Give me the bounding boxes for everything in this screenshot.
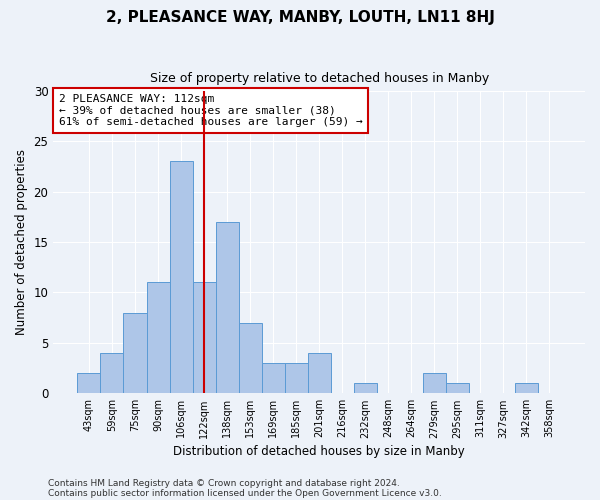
Y-axis label: Number of detached properties: Number of detached properties xyxy=(15,149,28,335)
Bar xyxy=(515,383,538,394)
Title: Size of property relative to detached houses in Manby: Size of property relative to detached ho… xyxy=(149,72,489,86)
Bar xyxy=(146,282,170,394)
Bar xyxy=(308,353,331,394)
Bar xyxy=(284,363,308,394)
Bar xyxy=(262,363,284,394)
Bar xyxy=(423,373,446,394)
Bar xyxy=(193,282,215,394)
X-axis label: Distribution of detached houses by size in Manby: Distribution of detached houses by size … xyxy=(173,444,465,458)
Text: 2, PLEASANCE WAY, MANBY, LOUTH, LN11 8HJ: 2, PLEASANCE WAY, MANBY, LOUTH, LN11 8HJ xyxy=(106,10,494,25)
Bar xyxy=(446,383,469,394)
Bar xyxy=(353,383,377,394)
Text: Contains public sector information licensed under the Open Government Licence v3: Contains public sector information licen… xyxy=(48,488,442,498)
Bar xyxy=(215,222,239,394)
Bar xyxy=(100,353,124,394)
Bar xyxy=(124,312,146,394)
Text: 2 PLEASANCE WAY: 112sqm
← 39% of detached houses are smaller (38)
61% of semi-de: 2 PLEASANCE WAY: 112sqm ← 39% of detache… xyxy=(59,94,362,127)
Text: Contains HM Land Registry data © Crown copyright and database right 2024.: Contains HM Land Registry data © Crown c… xyxy=(48,478,400,488)
Bar xyxy=(170,162,193,394)
Bar xyxy=(239,322,262,394)
Bar xyxy=(77,373,100,394)
